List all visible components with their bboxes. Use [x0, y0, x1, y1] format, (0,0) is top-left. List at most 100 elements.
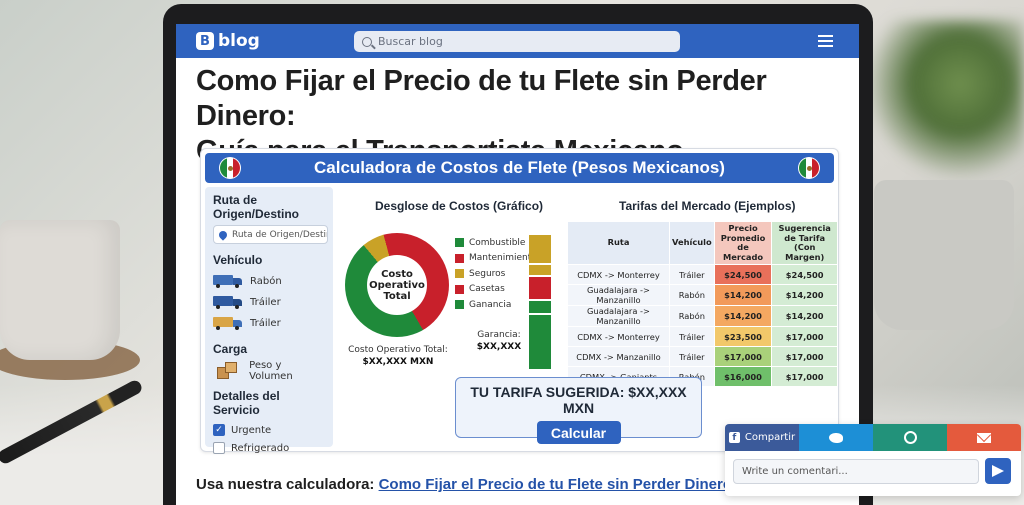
service-refrigerado[interactable]: Refrigerado — [213, 439, 325, 457]
avg-price-cell: $14,200 — [713, 305, 773, 327]
avg-price-cell: $14,200 — [713, 284, 773, 306]
legend-item: Combustible — [455, 235, 537, 251]
comment-input[interactable] — [733, 458, 979, 484]
column-header: Vehículo — [669, 221, 715, 265]
column-header: Sugerencia de Tarifa (Con Margen) — [771, 221, 838, 265]
vehicle-label: Tráiler — [250, 297, 281, 308]
profit: Garancia: $XX,XXX — [471, 329, 527, 353]
route-cell: Guadalajara -> Manzanillo — [567, 284, 670, 306]
service-label: Refrigerado — [231, 442, 290, 454]
route-cell: CDMX -> Manzanillo — [567, 346, 670, 367]
share-widget: f Compartir — [725, 424, 1021, 496]
table-row: Guadalajara -> Manzanillo Rabón $14,200 $14… — [567, 284, 838, 306]
calculator-cta: Usa nuestra calculadora: Como Fijar el P… — [196, 476, 732, 493]
vehicle-cell: Tráiler — [669, 346, 715, 367]
box-icon — [217, 361, 238, 380]
cost-stacked-bar — [529, 235, 551, 369]
avg-price-cell: $17,000 — [713, 346, 773, 367]
mail-icon — [977, 432, 991, 443]
profit-value: $XX,XXX — [476, 342, 522, 352]
mexico-flag-icon — [798, 157, 820, 179]
service-label: Urgente — [231, 424, 272, 436]
suggested-price-cell: $17,000 — [771, 346, 838, 367]
calculate-button[interactable]: Calcular — [536, 421, 621, 444]
search-bar[interactable] — [354, 31, 680, 52]
article-title-line-1: Como Fijar el Precio de tu Flete sin Per… — [196, 65, 767, 132]
email-share-button[interactable] — [947, 424, 1021, 451]
table-row: CDMX -> Monterrey Tráiler $23,500 $17,000 — [567, 326, 838, 347]
market-rates-table: Ruta Vehículo Precio Promedio de Mercado… — [567, 221, 838, 387]
send-comment-button[interactable] — [985, 458, 1011, 484]
facebook-share-button[interactable]: f Compartir — [725, 424, 799, 451]
calculator-header: Calculadora de Costos de Flete (Pesos Me… — [205, 153, 834, 183]
table-row: CDMX -> Monterrey Tráiler $24,500 $24,500 — [567, 264, 838, 285]
legend-item: Casetas — [455, 282, 537, 298]
suggested-price-cell: $14,200 — [771, 284, 838, 306]
cargo-option[interactable]: Peso y Volumen — [213, 359, 325, 382]
vehicle-option-trailer-2[interactable]: Tráiler — [213, 313, 325, 334]
donut-center-label: Costo Operativo Total — [367, 255, 427, 315]
total-cost: Costo Operativo Total: $XX,XXX MXN — [343, 344, 453, 368]
cost-legend: Combustible Mantenimiento Seguros Caseta… — [455, 235, 537, 313]
whatsapp-icon — [903, 431, 917, 444]
blog-logo[interactable]: B blog — [196, 31, 260, 51]
vehicle-option-rabon[interactable]: Rabón — [213, 271, 325, 292]
table-header-row: Ruta Vehículo Precio Promedio de Mercado… — [567, 221, 838, 265]
suggested-price-cell: $14,200 — [771, 305, 838, 327]
check-icon[interactable]: ✓ — [213, 424, 225, 436]
logo-icon: B — [196, 32, 214, 50]
vehicle-cell: Rabón — [669, 284, 715, 306]
whatsapp-share-button[interactable] — [873, 424, 947, 451]
freight-calculator: Calculadora de Costos de Flete (Pesos Me… — [200, 148, 839, 454]
service-urgente[interactable]: ✓ Urgente — [213, 421, 325, 439]
legend-item: Seguros — [455, 266, 537, 282]
profit-label: Garancia: — [477, 330, 521, 340]
donut-center-line-2: Operativo — [369, 279, 425, 291]
facebook-share-label: Compartir — [744, 432, 796, 443]
market-title: Tarifas del Mercado (Ejemplos) — [619, 199, 796, 213]
vehicle-cell: Tráiler — [669, 326, 715, 347]
top-navbar: B blog — [176, 24, 859, 58]
menu-icon[interactable] — [818, 35, 833, 47]
article-link[interactable]: Como Fijar el Precio de tu Flete sin Per… — [378, 476, 733, 493]
vehicle-cell: Rabón — [669, 305, 715, 327]
vehicle-heading: Vehículo — [213, 253, 263, 267]
donut-center-line-3: Total — [383, 290, 411, 302]
suggested-price-cell: $17,000 — [771, 366, 838, 387]
avg-price-cell: $16,000 — [713, 366, 773, 387]
comment-row — [725, 451, 1021, 491]
twitter-share-button[interactable] — [799, 424, 873, 451]
calculator-inputs-panel: Ruta de Origen/Destino Vehículo Rabón Tr… — [205, 187, 333, 454]
cargo-label: Peso y Volumen — [249, 359, 293, 382]
legend-item: Mantenimiento — [455, 251, 537, 267]
background-mug-right — [874, 180, 1014, 330]
donut-center-line-1: Costo — [381, 268, 413, 280]
table-row: CDMX -> Manzanillo Tráiler $17,000 $17,000 — [567, 346, 838, 367]
route-cell: CDMX -> Monterrey — [567, 326, 670, 347]
suggested-rate-box: TU TARIFA SUGERIDA: $XX,XXX MXN Calcular — [455, 377, 702, 444]
total-cost-value: $XX,XXX MXN — [362, 357, 434, 367]
truck-icon — [213, 317, 243, 330]
breakdown-title: Desglose de Costos (Gráfico) — [375, 199, 544, 213]
checkbox[interactable] — [213, 442, 225, 454]
route-input[interactable] — [232, 229, 327, 240]
mexico-flag-icon — [219, 157, 241, 179]
route-cell: CDMX -> Monterrey — [567, 264, 670, 285]
vehicle-option-trailer[interactable]: Tráiler — [213, 292, 325, 313]
table-row: Guadalajara -> Manzanillo Rabón $14,200 $14… — [567, 305, 838, 327]
search-input[interactable] — [378, 35, 658, 48]
send-icon — [992, 465, 1004, 477]
avg-price-cell: $23,500 — [713, 326, 773, 347]
logo-text: blog — [218, 31, 260, 51]
legend-item: Ganancia — [455, 297, 537, 313]
background-plant — [864, 20, 1024, 180]
suggested-price-cell: $17,000 — [771, 326, 838, 347]
vehicle-label: Rabón — [250, 276, 282, 287]
route-field[interactable] — [213, 225, 328, 244]
total-cost-label: Costo Operativo Total: — [348, 345, 448, 355]
truck-icon — [213, 275, 243, 288]
twitter-icon — [829, 432, 843, 443]
suggested-rate-label: TU TARIFA SUGERIDA: $XX,XXX MXN — [470, 384, 687, 416]
service-heading: Detalles del Servicio — [213, 389, 280, 417]
calculator-title: Calculadora de Costos de Flete (Pesos Me… — [314, 158, 725, 177]
